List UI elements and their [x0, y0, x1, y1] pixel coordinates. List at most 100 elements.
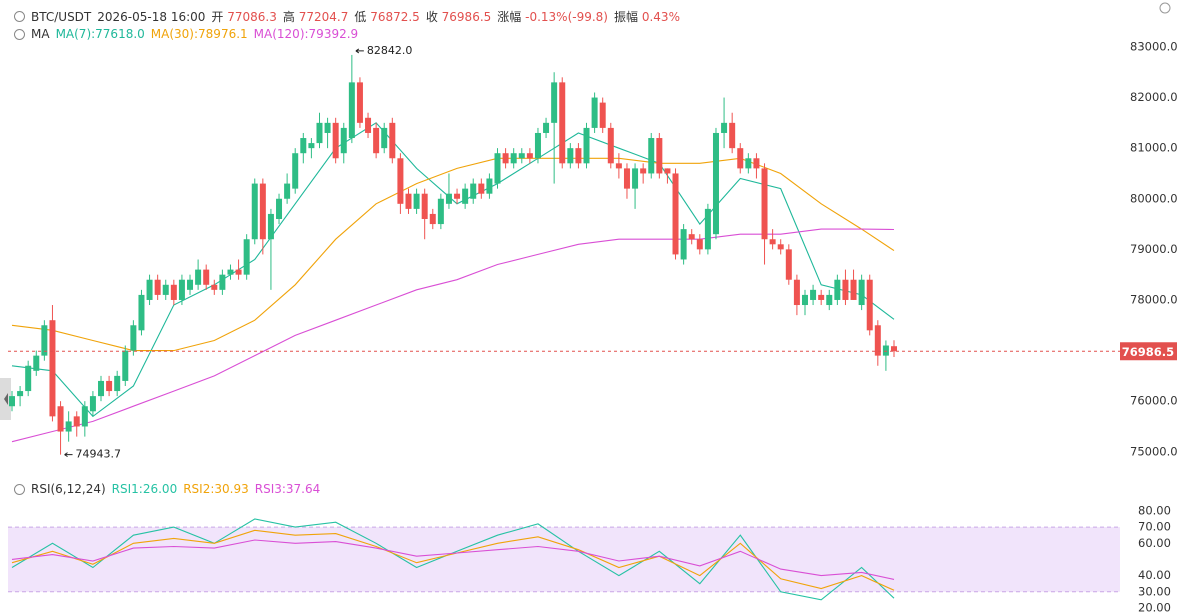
- candle-body: [745, 158, 752, 169]
- candle-body: [850, 279, 857, 300]
- annotation-arrow: [64, 452, 73, 458]
- candle-body: [534, 132, 541, 159]
- annotation: 74943.7: [76, 448, 122, 461]
- candle-body: [688, 234, 695, 240]
- candle-body: [340, 127, 347, 154]
- candle-body: [640, 168, 647, 174]
- candle-body: [73, 416, 80, 427]
- candle-body: [721, 122, 728, 133]
- settings-icon[interactable]: [1159, 2, 1171, 14]
- legend-entry: MA(30):78976.1: [150, 27, 248, 41]
- candle-body: [227, 269, 234, 275]
- candle-body: [146, 279, 153, 300]
- y-tick-label: 79000.0: [1130, 242, 1178, 256]
- candle-body: [405, 193, 412, 209]
- candle-body: [49, 320, 56, 417]
- y-tick-label: 40.00: [1138, 568, 1171, 582]
- candle-body: [712, 132, 719, 235]
- candle-body: [421, 193, 428, 219]
- annotation-arrow: [355, 48, 364, 54]
- candle-body: [373, 127, 380, 154]
- y-tick-label: 82000.0: [1130, 90, 1178, 104]
- candle-body: [57, 406, 64, 432]
- candle-body: [154, 279, 161, 295]
- candle-body: [33, 355, 40, 371]
- collapse-icon[interactable]: [14, 483, 25, 495]
- candle-body: [891, 346, 897, 352]
- candle-body: [413, 193, 420, 209]
- candle-body: [599, 102, 606, 128]
- line: [11, 518, 895, 601]
- candle-body: [810, 289, 817, 300]
- candle-body: [866, 279, 873, 331]
- y-tick-label: 70.00: [1138, 520, 1171, 534]
- value: 77204.7: [298, 10, 349, 24]
- candle-body: [777, 244, 784, 250]
- candle-body: [259, 183, 266, 240]
- candle-body: [648, 138, 655, 174]
- y-tick-label: 83000.0: [1130, 39, 1178, 53]
- candle-body: [89, 396, 96, 412]
- candle-body: [130, 325, 137, 351]
- candle-body: [769, 239, 776, 245]
- candle-body: [793, 279, 800, 306]
- candle-body: [300, 138, 307, 154]
- indicator: RSI(6,12,24): [31, 482, 106, 496]
- legend-entry: RSI3:37.64: [254, 482, 321, 496]
- candle-body: [704, 208, 711, 250]
- candle-body: [219, 274, 226, 290]
- candle-body: [470, 183, 477, 199]
- y-tick-label: 76000.0: [1130, 394, 1178, 408]
- candle-body: [494, 153, 501, 184]
- candle-body: [486, 178, 493, 194]
- candle-body: [445, 193, 452, 204]
- candle-body: [106, 380, 113, 392]
- rsi-legend: RSI(6,12,24) RSI1:26.00 RSI2:30.93 RSI3:37…: [14, 482, 320, 496]
- ma-legend: MA MA(7):77618.0 MA(30):78976.1 MA(120):79…: [14, 27, 358, 41]
- legend-entry: RSI1:26.00: [111, 482, 178, 496]
- y-tick-label: 75000.0: [1130, 444, 1178, 458]
- candle-body: [276, 198, 283, 219]
- price-tag: [1120, 342, 1177, 361]
- y-tick-label: 80.00: [1138, 503, 1171, 517]
- candle-body: [607, 127, 614, 164]
- scroll-arrow: [4, 393, 8, 405]
- value: 0.43%: [641, 10, 680, 24]
- candle-body: [696, 239, 703, 250]
- candle-body: [429, 213, 436, 225]
- label: 振幅: [614, 10, 639, 24]
- value: 76872.5: [370, 10, 420, 24]
- collapse-icon[interactable]: [14, 28, 25, 40]
- candle-body: [656, 138, 663, 174]
- line: [11, 228, 895, 443]
- time: 2026-05-18 16:00: [97, 9, 206, 24]
- candle-body: [834, 279, 841, 300]
- candle-body: [211, 284, 218, 290]
- candle-body: [567, 148, 574, 164]
- candle-body: [397, 158, 404, 204]
- label: 开: [211, 10, 224, 24]
- candle-body: [882, 345, 889, 356]
- band: [8, 527, 1120, 592]
- legend-entry: MA(7):77618.0: [55, 27, 145, 41]
- candle-body: [801, 294, 808, 306]
- value: 77086.3: [227, 10, 277, 24]
- y-tick-label: 81000.0: [1130, 141, 1178, 155]
- indicator: MA: [31, 27, 50, 41]
- candle-body: [65, 421, 72, 432]
- candle-body: [551, 82, 558, 123]
- label: 低: [354, 10, 367, 24]
- candle-body: [729, 122, 736, 149]
- candle-body: [874, 325, 881, 356]
- collapse-icon[interactable]: [14, 11, 25, 22]
- candle-body: [122, 350, 129, 381]
- value: 76986.5: [441, 10, 492, 24]
- candle-body: [842, 279, 849, 300]
- candle-body: [114, 375, 121, 392]
- y-tick-label: 78000.0: [1130, 292, 1178, 306]
- y-tick-label: 80000.0: [1130, 191, 1178, 205]
- candle-body: [454, 193, 461, 199]
- candle-body: [316, 122, 323, 144]
- candle-body: [575, 148, 582, 164]
